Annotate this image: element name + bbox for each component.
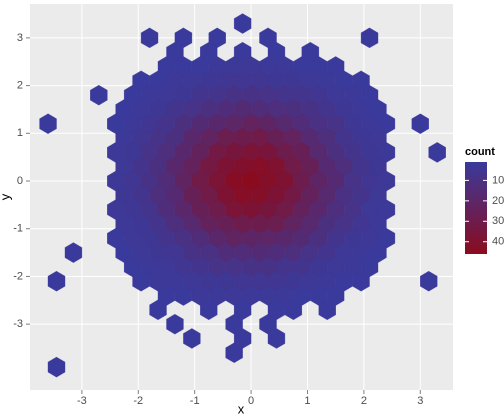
hex xyxy=(47,270,66,292)
hex xyxy=(411,113,430,135)
x-tick-label: 0 xyxy=(248,395,254,407)
hex xyxy=(318,299,337,321)
hex xyxy=(64,242,83,263)
axes: -3 -2 -1 0 1 2 3 -3 -2 -1 0 1 2 3 xyxy=(13,32,423,407)
y-tick-label: 3 xyxy=(17,32,23,44)
hex xyxy=(140,27,159,49)
legend-label: 30 xyxy=(492,215,504,227)
hex xyxy=(233,13,252,34)
hexes xyxy=(39,13,447,378)
x-tick-label: -3 xyxy=(77,395,87,407)
legend-bar xyxy=(465,162,487,254)
hex xyxy=(39,113,57,135)
hex xyxy=(284,299,303,321)
hex xyxy=(428,142,447,163)
hex xyxy=(166,313,184,335)
hex xyxy=(419,270,438,292)
y-tick-label: 0 xyxy=(17,175,23,187)
y-tick-label: -3 xyxy=(13,318,23,330)
x-tick-label: 3 xyxy=(417,395,423,407)
hex xyxy=(149,299,167,321)
legend-label: 20 xyxy=(492,195,504,207)
hex xyxy=(352,270,370,292)
x-tick-label: -2 xyxy=(133,395,143,407)
y-tick-label: 2 xyxy=(17,79,23,91)
y-axis-title: y xyxy=(0,193,12,200)
hex xyxy=(225,342,243,364)
hex xyxy=(267,328,286,349)
y-tick-label: 1 xyxy=(17,127,23,139)
x-axis-title: x xyxy=(238,401,245,416)
legend-label: 10 xyxy=(492,174,504,186)
legend-title: count xyxy=(465,146,495,158)
y-tick-label: -2 xyxy=(13,270,23,282)
hex xyxy=(183,328,201,349)
hex xyxy=(90,84,108,106)
x-tick-label: -1 xyxy=(190,395,200,407)
legend-label: 40 xyxy=(492,236,504,248)
x-tick-label: 2 xyxy=(361,395,367,407)
hex xyxy=(200,299,218,321)
y-tick-label: -1 xyxy=(13,223,23,235)
legend: 10 20 30 40 xyxy=(465,174,504,248)
hex xyxy=(47,356,66,378)
x-tick-label: 1 xyxy=(304,395,310,407)
hex xyxy=(360,27,379,49)
